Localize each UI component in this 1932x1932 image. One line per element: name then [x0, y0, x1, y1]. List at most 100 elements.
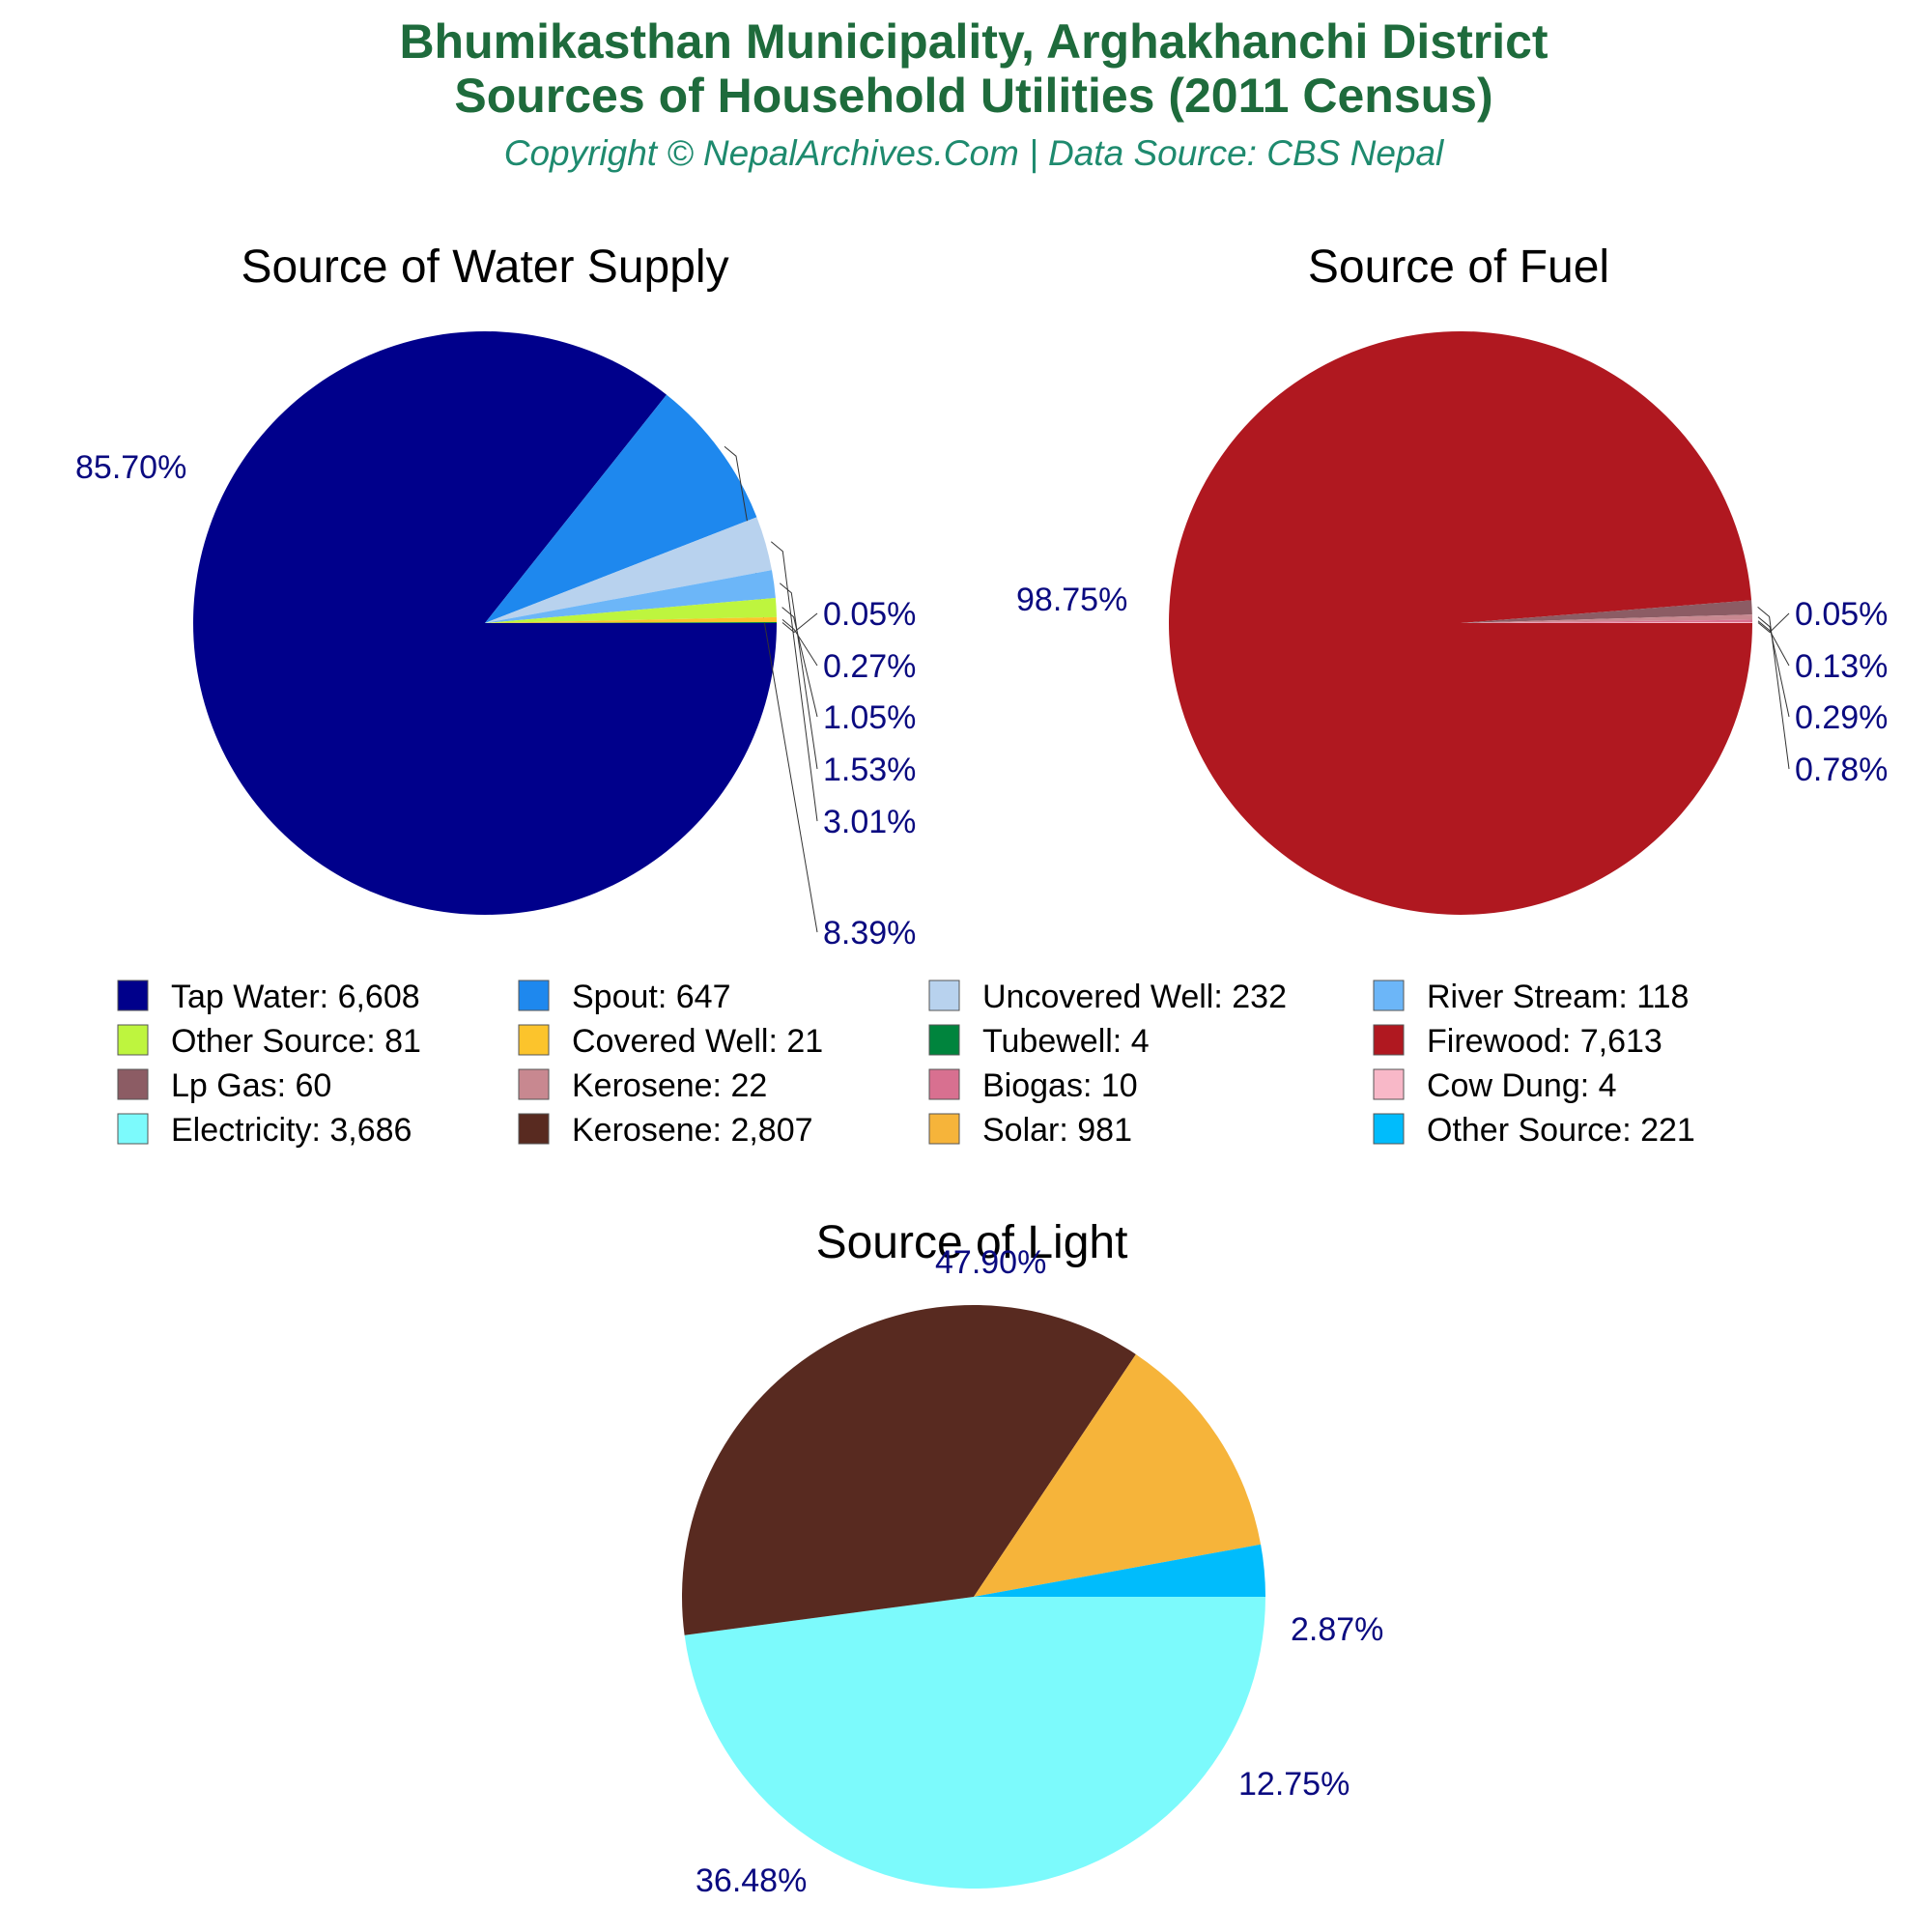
fuel-leader-line-biogas — [1757, 620, 1790, 667]
legend-item-tap-water-0: Tap Water: 6,608 — [117, 979, 420, 1015]
legend-label: Lp Gas: 60 — [171, 1067, 331, 1104]
fuel-percent-label-lp-gas: 0.78% — [1795, 752, 1888, 788]
fuel-slice-biogas — [1461, 619, 1752, 623]
chart-title-line2: Sources of Household Utilities (2011 Cen… — [454, 69, 1492, 123]
fuel-leader-line-kerosene — [1757, 616, 1790, 718]
legend-swatch — [1373, 1068, 1405, 1100]
water-slice-tubewell — [485, 622, 778, 623]
light-percent-label-solar: 12.75% — [1238, 1766, 1350, 1803]
fuel-slice-lp-gas — [1461, 600, 1752, 623]
water-leader-line-tubewell — [781, 612, 818, 634]
legend-item-kerosene-9: Kerosene: 22 — [518, 1067, 767, 1104]
water-percent-label-tubewell: 0.05% — [823, 596, 916, 633]
legend-label: Uncovered Well: 232 — [982, 979, 1287, 1015]
legend-swatch — [117, 980, 149, 1011]
fuel-pie-title: Source of Fuel — [1308, 242, 1609, 293]
legend-label: Tap Water: 6,608 — [171, 979, 420, 1015]
water-leader-line-other-source — [781, 607, 818, 718]
legend-swatch — [928, 1024, 960, 1056]
fuel-percent-label-cow-dung: 0.05% — [1795, 596, 1888, 633]
water-slice-tap-water — [193, 331, 777, 916]
legend-item-other-source-4: Other Source: 81 — [117, 1023, 421, 1060]
legend-item-other-source-15: Other Source: 221 — [1373, 1112, 1695, 1149]
light-pie: 47.90% 36.48% 12.75% 2.87% — [681, 1244, 1383, 1899]
water-percent-label-other-source: 1.05% — [823, 699, 916, 736]
legend-item-covered-well-5: Covered Well: 21 — [518, 1023, 823, 1060]
water-leader-line-uncovered-well — [770, 541, 818, 822]
legend-item-solar-14: Solar: 981 — [928, 1112, 1132, 1149]
fuel-slice-kerosene — [1461, 614, 1752, 623]
light-pie-title: Source of Light — [816, 1217, 1128, 1268]
chart-subtitle: Copyright © NepalArchives.Com | Data Sou… — [504, 133, 1445, 173]
legend-label: Tubewell: 4 — [982, 1023, 1150, 1060]
light-percent-label-kerosene: 36.48% — [696, 1862, 807, 1899]
legend-swatch — [117, 1024, 149, 1056]
legend-label: Kerosene: 22 — [572, 1067, 767, 1104]
legend-swatch — [1373, 1024, 1405, 1056]
chart-title-line1: Bhumikasthan Municipality, Arghakhanchi … — [399, 14, 1548, 69]
legend-label: Spout: 647 — [572, 979, 730, 1015]
light-percent-label-other-source: 2.87% — [1291, 1611, 1383, 1648]
legend-swatch — [518, 1068, 550, 1100]
legend-swatch — [518, 980, 550, 1011]
water-slice-covered-well — [485, 616, 777, 623]
legend-swatch — [117, 1068, 149, 1100]
water-slice-river-stream — [485, 570, 776, 623]
water-slice-other-source — [485, 597, 777, 623]
legend-item-cow-dung-11: Cow Dung: 4 — [1373, 1067, 1617, 1104]
fuel-leader-line-lp-gas — [1757, 607, 1790, 770]
water-percent-label-spout: 8.39% — [823, 915, 916, 952]
legend-label: Firewood: 7,613 — [1427, 1023, 1662, 1060]
fuel-percent-label-kerosene: 0.29% — [1795, 699, 1888, 736]
legend-label: Cow Dung: 4 — [1427, 1067, 1617, 1104]
legend-swatch — [928, 1068, 960, 1100]
legend-label: Other Source: 81 — [171, 1023, 421, 1060]
legend-item-uncovered-well-2: Uncovered Well: 232 — [928, 979, 1287, 1015]
legend-item-kerosene-13: Kerosene: 2,807 — [518, 1112, 813, 1149]
fuel-slice-cow-dung — [1461, 622, 1753, 623]
legend-swatch — [928, 1113, 960, 1145]
legend-item-spout-1: Spout: 647 — [518, 979, 730, 1015]
water-percent-label-tap-water: 85.70% — [75, 449, 186, 486]
water-slice-uncovered-well — [485, 517, 772, 623]
legend-label: River Stream: 118 — [1427, 979, 1689, 1015]
fuel-percent-label-firewood: 98.75% — [1016, 582, 1127, 618]
water-percent-label-river-stream: 1.53% — [823, 752, 916, 788]
water-pie-title: Source of Water Supply — [241, 242, 728, 293]
water-leader-line-spout — [724, 445, 818, 933]
legend-item-electricity-12: Electricity: 3,686 — [117, 1112, 412, 1149]
fuel-percent-label-biogas: 0.13% — [1795, 648, 1888, 685]
light-slice-electricity — [684, 1597, 1265, 1889]
legend: Tap Water: 6,608 Spout: 647 Uncovered Well… — [117, 979, 1695, 1149]
light-slice-solar — [974, 1353, 1262, 1597]
light-percent-label-electricity: 47.90% — [935, 1244, 1046, 1281]
water-percent-label-covered-well: 0.27% — [823, 648, 916, 685]
legend-swatch — [518, 1024, 550, 1056]
legend-item-river-stream-3: River Stream: 118 — [1373, 979, 1689, 1015]
legend-item-lp-gas-8: Lp Gas: 60 — [117, 1067, 331, 1104]
water-leader-line-river-stream — [779, 582, 818, 770]
legend-swatch — [117, 1113, 149, 1145]
water-percent-label-uncovered-well: 3.01% — [823, 804, 916, 840]
legend-swatch — [1373, 980, 1405, 1011]
fuel-pie: 98.75% 0.78% 0.29% 0.13% 0.05% — [1016, 330, 1888, 915]
legend-item-tubewell-6: Tubewell: 4 — [928, 1023, 1150, 1060]
water-supply-pie: 85.70% 8.39% 3.01% 1.53% 1.05% 0.27% 0.05% — [75, 331, 916, 952]
fuel-slice-firewood — [1169, 330, 1752, 915]
legend-label: Covered Well: 21 — [572, 1023, 823, 1060]
light-slice-other-source — [974, 1544, 1266, 1597]
legend-label: Electricity: 3,686 — [171, 1112, 412, 1149]
water-leader-line-covered-well — [781, 619, 818, 667]
legend-swatch — [518, 1113, 550, 1145]
legend-label: Other Source: 221 — [1427, 1112, 1695, 1149]
legend-label: Solar: 981 — [982, 1112, 1132, 1149]
light-slice-kerosene — [681, 1304, 1136, 1635]
legend-item-biogas-10: Biogas: 10 — [928, 1067, 1138, 1104]
legend-label: Biogas: 10 — [982, 1067, 1138, 1104]
legend-item-firewood-7: Firewood: 7,613 — [1373, 1023, 1662, 1060]
fuel-leader-line-cow-dung — [1757, 612, 1790, 634]
legend-label: Kerosene: 2,807 — [572, 1112, 813, 1149]
legend-swatch — [1373, 1113, 1405, 1145]
water-slice-spout — [485, 394, 757, 623]
